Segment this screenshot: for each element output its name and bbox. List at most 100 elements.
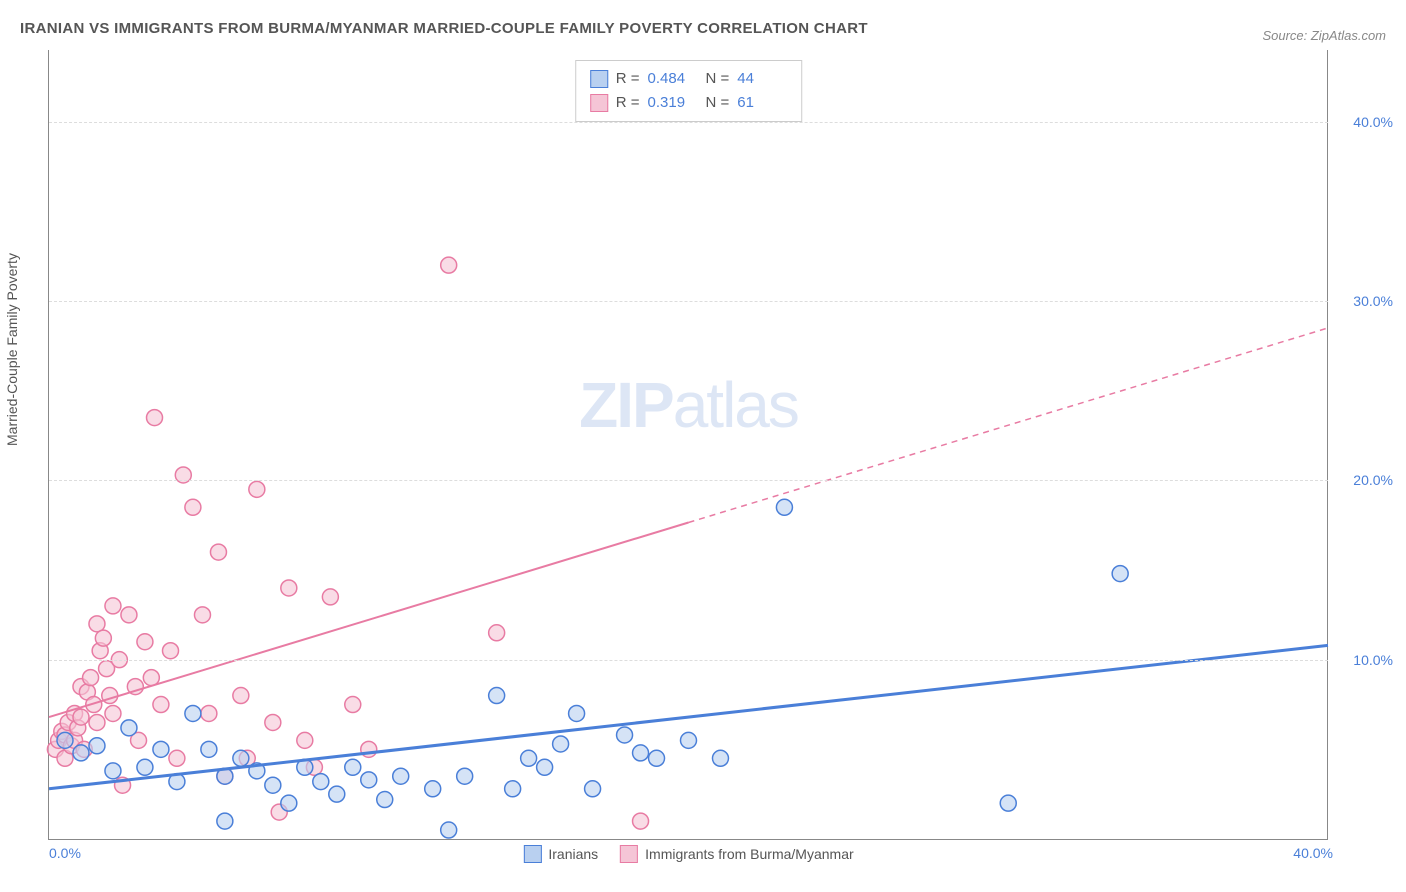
data-point bbox=[163, 643, 179, 659]
data-point bbox=[153, 697, 169, 713]
legend-item-0: Iranians bbox=[523, 845, 598, 863]
data-point bbox=[281, 580, 297, 596]
y-tick-label: 10.0% bbox=[1353, 652, 1393, 668]
data-point bbox=[201, 705, 217, 721]
data-point bbox=[194, 607, 210, 623]
series-legend: Iranians Immigrants from Burma/Myanmar bbox=[523, 845, 853, 863]
data-point bbox=[712, 750, 728, 766]
r-label: R = bbox=[616, 91, 640, 115]
data-point bbox=[649, 750, 665, 766]
swatch-series-0 bbox=[590, 70, 608, 88]
legend-swatch-0 bbox=[523, 845, 541, 863]
trend-line bbox=[49, 523, 689, 718]
gridline bbox=[49, 301, 1328, 302]
data-point bbox=[521, 750, 537, 766]
stats-row-series-1: R = 0.319 N = 61 bbox=[590, 91, 788, 115]
data-point bbox=[265, 714, 281, 730]
x-tick-max: 40.0% bbox=[1293, 845, 1333, 861]
data-point bbox=[210, 544, 226, 560]
data-point bbox=[169, 750, 185, 766]
legend-label-0: Iranians bbox=[548, 846, 598, 862]
data-point bbox=[681, 732, 697, 748]
r-value-1: 0.319 bbox=[648, 91, 698, 115]
data-point bbox=[393, 768, 409, 784]
data-point bbox=[633, 813, 649, 829]
gridline bbox=[49, 480, 1328, 481]
data-point bbox=[585, 781, 601, 797]
y-tick-label: 40.0% bbox=[1353, 114, 1393, 130]
data-point bbox=[377, 792, 393, 808]
data-point bbox=[553, 736, 569, 752]
data-point bbox=[329, 786, 345, 802]
data-point bbox=[57, 732, 73, 748]
data-point bbox=[776, 499, 792, 515]
data-point bbox=[441, 257, 457, 273]
data-point bbox=[345, 697, 361, 713]
data-point bbox=[105, 763, 121, 779]
data-point bbox=[505, 781, 521, 797]
data-point bbox=[322, 589, 338, 605]
data-point bbox=[105, 705, 121, 721]
data-point bbox=[361, 772, 377, 788]
legend-item-1: Immigrants from Burma/Myanmar bbox=[620, 845, 853, 863]
data-point bbox=[105, 598, 121, 614]
data-point bbox=[265, 777, 281, 793]
data-point bbox=[185, 499, 201, 515]
data-point bbox=[281, 795, 297, 811]
data-point bbox=[441, 822, 457, 838]
data-point bbox=[1112, 566, 1128, 582]
r-value-0: 0.484 bbox=[648, 67, 698, 91]
legend-swatch-1 bbox=[620, 845, 638, 863]
data-point bbox=[153, 741, 169, 757]
data-point bbox=[147, 410, 163, 426]
y-axis-label: Married-Couple Family Poverty bbox=[4, 253, 20, 446]
data-point bbox=[425, 781, 441, 797]
data-point bbox=[569, 705, 585, 721]
r-label: R = bbox=[616, 67, 640, 91]
data-point bbox=[201, 741, 217, 757]
data-point bbox=[217, 813, 233, 829]
gridline bbox=[49, 660, 1328, 661]
x-tick-min: 0.0% bbox=[49, 845, 81, 861]
n-value-0: 44 bbox=[737, 67, 787, 91]
y-tick-label: 20.0% bbox=[1353, 472, 1393, 488]
stats-row-series-0: R = 0.484 N = 44 bbox=[590, 67, 788, 91]
plot-svg bbox=[49, 50, 1328, 839]
data-point bbox=[345, 759, 361, 775]
data-point bbox=[89, 616, 105, 632]
data-point bbox=[457, 768, 473, 784]
data-point bbox=[617, 727, 633, 743]
data-point bbox=[89, 738, 105, 754]
data-point bbox=[313, 774, 329, 790]
data-point bbox=[83, 670, 99, 686]
scatter-plot: ZIPatlas R = 0.484 N = 44 R = 0.319 N = … bbox=[48, 50, 1328, 840]
y-tick-label: 30.0% bbox=[1353, 293, 1393, 309]
data-point bbox=[137, 759, 153, 775]
data-point bbox=[233, 750, 249, 766]
data-point bbox=[1000, 795, 1016, 811]
data-point bbox=[249, 481, 265, 497]
data-point bbox=[297, 732, 313, 748]
swatch-series-1 bbox=[590, 94, 608, 112]
legend-label-1: Immigrants from Burma/Myanmar bbox=[645, 846, 853, 862]
n-label: N = bbox=[706, 67, 730, 91]
data-point bbox=[489, 688, 505, 704]
data-point bbox=[633, 745, 649, 761]
data-point bbox=[233, 688, 249, 704]
data-point bbox=[95, 630, 111, 646]
data-point bbox=[121, 607, 137, 623]
n-value-1: 61 bbox=[737, 91, 787, 115]
data-point bbox=[489, 625, 505, 641]
data-point bbox=[73, 745, 89, 761]
data-point bbox=[121, 720, 137, 736]
data-point bbox=[185, 705, 201, 721]
trend-line bbox=[49, 645, 1328, 788]
trend-line-extrapolated bbox=[689, 328, 1329, 523]
n-label: N = bbox=[706, 91, 730, 115]
source-attribution: Source: ZipAtlas.com bbox=[1262, 28, 1386, 43]
data-point bbox=[89, 714, 105, 730]
gridline bbox=[49, 122, 1328, 123]
data-point bbox=[73, 709, 89, 725]
chart-title: IRANIAN VS IMMIGRANTS FROM BURMA/MYANMAR… bbox=[20, 20, 868, 37]
data-point bbox=[137, 634, 153, 650]
